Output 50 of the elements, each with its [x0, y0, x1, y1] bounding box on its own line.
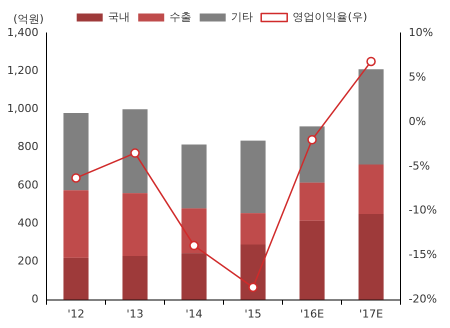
- legend-label: 수출: [170, 10, 192, 24]
- bar: [181, 144, 207, 208]
- point: [248, 282, 258, 292]
- y-tick-label: 1,400: [6, 26, 38, 39]
- legend-label: 국내: [108, 10, 130, 24]
- bar: [358, 164, 384, 214]
- y-tick-label: 400: [17, 216, 38, 230]
- bar: [122, 193, 148, 256]
- bar: [181, 208, 207, 254]
- x-tick-label: '16E: [300, 307, 324, 320]
- point: [366, 56, 376, 66]
- y2-tick-label: 10%: [408, 26, 434, 39]
- bar: [300, 220, 325, 300]
- y-tick-label: 800: [17, 140, 38, 154]
- y2-tick-label: 5%: [408, 70, 426, 84]
- point: [189, 240, 199, 250]
- point: [130, 148, 140, 158]
- bar: [300, 182, 325, 221]
- y-tick-label: 1,200: [6, 64, 38, 77]
- x-tick-label: '17E: [359, 307, 384, 320]
- y2-tick-label: 0%: [408, 114, 426, 128]
- y2-tick-label: -15%: [408, 248, 438, 262]
- bar: [300, 126, 325, 183]
- y2-tick-label: -5%: [408, 159, 430, 172]
- x-tick-label: '15: [244, 307, 262, 320]
- bar: [358, 214, 384, 300]
- y2-tick-label: -10%: [408, 204, 438, 217]
- bar: [181, 253, 207, 300]
- y-tick-label: 1,000: [6, 102, 38, 116]
- bar: [240, 140, 266, 214]
- y2-tick-label: -20%: [408, 292, 438, 306]
- y-tick-label: 600: [17, 178, 38, 192]
- point: [307, 134, 317, 144]
- point: [71, 173, 81, 183]
- bar: [358, 69, 384, 164]
- legend-label: 영업이익율(우): [292, 10, 368, 24]
- bar: [63, 113, 89, 190]
- x-tick-label: '12: [67, 307, 85, 320]
- bar: [63, 190, 89, 258]
- bar: [240, 213, 266, 245]
- bar: [240, 244, 266, 300]
- bar: [122, 256, 148, 300]
- y-axis-title: (억원): [13, 12, 44, 26]
- bar: [63, 258, 89, 300]
- legend-label: 기타: [231, 10, 254, 24]
- y-tick-label: 200: [17, 254, 38, 268]
- x-tick-label: '14: [186, 307, 203, 320]
- bar: [122, 109, 148, 194]
- x-tick-label: '13: [126, 307, 144, 320]
- y-tick-label: 0: [31, 292, 38, 306]
